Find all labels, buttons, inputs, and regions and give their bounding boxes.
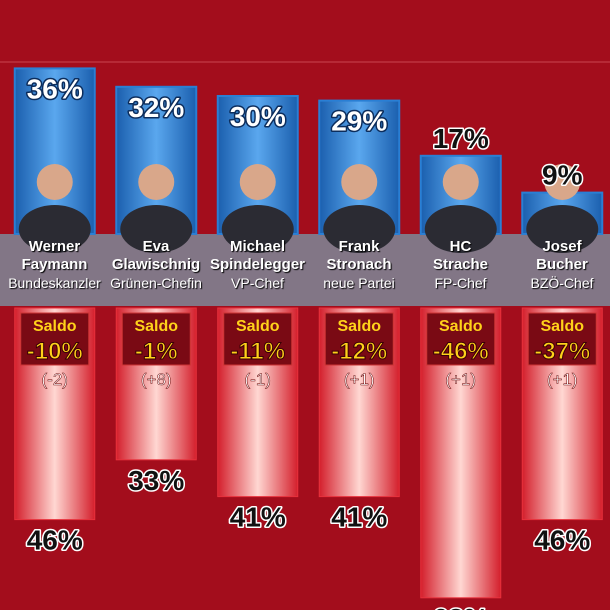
disapproval-label: 41%	[230, 502, 286, 533]
change-label: (-2)	[42, 370, 68, 389]
candidate-name: Eva Glawischnig	[111, 238, 201, 273]
saldo-title: Saldo	[540, 318, 584, 335]
candidate-name: Josef Bucher	[536, 238, 588, 273]
candidate-role: VP-Chef	[231, 275, 284, 291]
portrait-shoulders	[120, 205, 193, 253]
portrait-shoulders	[526, 205, 599, 253]
disapproval-label: 46%	[27, 525, 83, 556]
saldo-box	[527, 312, 597, 366]
portrait-head	[138, 164, 175, 200]
saldo-title: Saldo	[337, 318, 381, 335]
candidate-role: Bundeskanzler	[8, 275, 101, 291]
portrait-head	[239, 164, 276, 200]
candidate-role: neue Partei	[323, 275, 395, 291]
approval-label: 29%	[331, 106, 387, 137]
saldo-value: -46%	[433, 338, 489, 365]
approval-label: 9%	[542, 160, 583, 191]
saldo-box	[223, 312, 293, 366]
disapproval-label: 63%	[433, 603, 489, 610]
portrait-shoulders	[424, 205, 497, 253]
approval-label: 36%	[27, 73, 83, 104]
saldo-title: Saldo	[439, 318, 483, 335]
saldo-value: -1%	[135, 338, 178, 365]
candidate-name: Werner Faymann	[21, 238, 88, 273]
portrait-head	[36, 164, 73, 200]
candidate-name: HC Strache	[432, 238, 489, 273]
saldo-value: -37%	[534, 338, 590, 365]
approval-label: 17%	[433, 123, 489, 154]
disapproval-label: 46%	[534, 525, 590, 556]
portrait-head	[341, 164, 378, 200]
name-band	[0, 234, 610, 306]
saldo-title: Saldo	[236, 318, 280, 335]
portrait-head	[442, 164, 479, 200]
change-label: (+1)	[344, 370, 375, 389]
candidate-role: BZÖ-Chef	[530, 275, 594, 291]
saldo-box	[426, 312, 496, 366]
approval-label: 32%	[128, 92, 184, 123]
saldo-value: -12%	[331, 338, 387, 365]
disapproval-label: 33%	[128, 465, 184, 496]
candidate-name: Frank Stronach	[326, 238, 392, 273]
saldo-value: -11%	[230, 338, 285, 365]
candidate-role: FP-Chef	[434, 275, 487, 291]
saldo-value: -10%	[27, 338, 83, 365]
change-label: (+8)	[141, 370, 172, 389]
portrait-shoulders	[18, 205, 91, 253]
saldo-box	[121, 312, 191, 366]
change-label: (+1)	[547, 370, 578, 389]
saldo-title: Saldo	[33, 318, 77, 335]
change-label: (+1)	[445, 370, 476, 389]
portrait-shoulders	[323, 205, 396, 253]
saldo-box	[324, 312, 394, 366]
change-label: (-1)	[245, 370, 271, 389]
approval-label: 30%	[230, 101, 286, 132]
portrait-head	[544, 164, 581, 200]
saldo-title: Saldo	[134, 318, 178, 335]
saldo-box	[20, 312, 90, 366]
candidate-role: Grünen-Chefin	[110, 275, 202, 291]
portrait-shoulders	[221, 205, 294, 253]
disapproval-label: 41%	[331, 502, 387, 533]
candidate-name: Michael Spindelegger	[209, 238, 306, 273]
